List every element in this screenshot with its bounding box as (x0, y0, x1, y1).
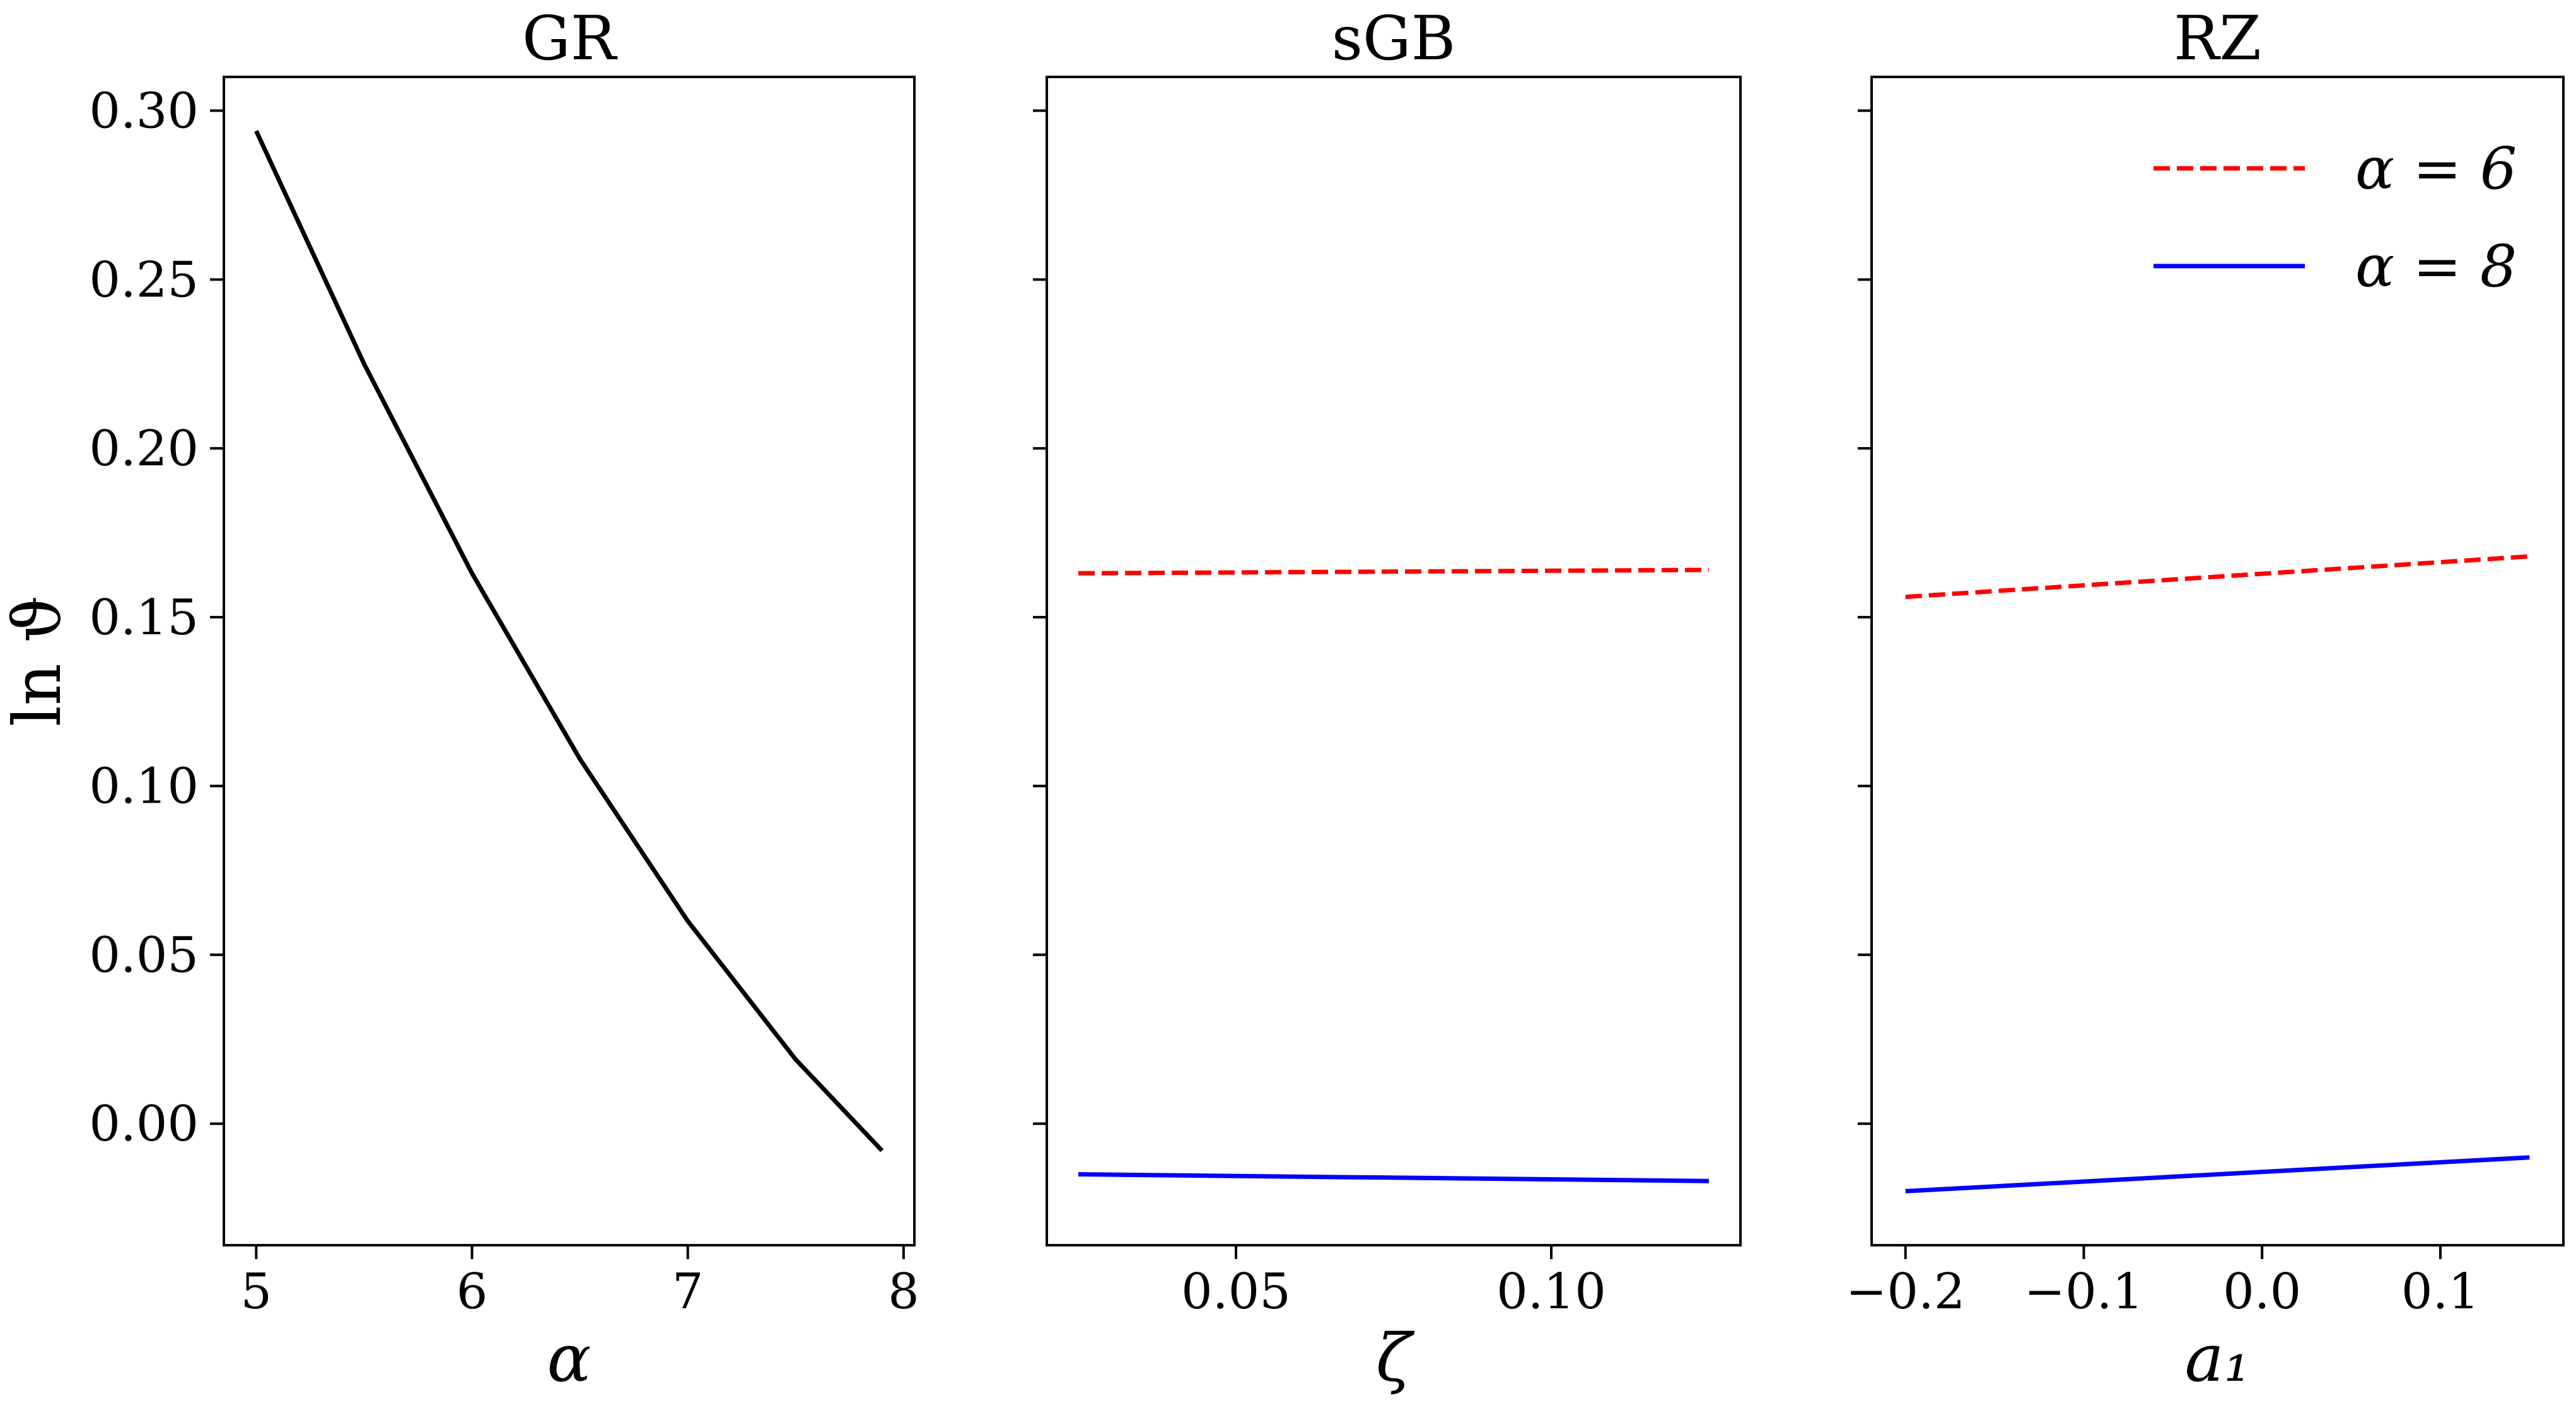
x-tick-label: −0.2 (1846, 1264, 1965, 1320)
y-tick-label: 0.20 (89, 421, 199, 477)
x-tick-label: 6 (457, 1264, 488, 1320)
axes-frame (223, 76, 916, 1246)
panel-gr: GR 5 6 7 8 0.00 0.05 0.10 0.15 0.20 0.25 0.30 α ln ϑ (0, 3, 919, 1397)
chart-panels: GR 5 6 7 8 0.00 0.05 0.10 0.15 0.20 0.25 0.30 α ln ϑ s… (0, 3, 2565, 1397)
y-tick-label: 0.15 (89, 590, 199, 646)
axes-frame (1870, 76, 2565, 1246)
y-tick-label: 0.25 (89, 252, 199, 308)
legend-label: α = 6 (2355, 135, 2517, 202)
x-axis-label: ζ (1376, 1320, 1415, 1397)
series-line-0 (1905, 554, 2530, 600)
x-tick-label: 8 (888, 1264, 919, 1320)
axes-frame (1046, 76, 1742, 1246)
y-tick-label: 0.10 (89, 758, 199, 815)
series-line-1 (1078, 1172, 1710, 1183)
panel-sgb: sGB 0.05 0.10 ζ (1033, 3, 1742, 1397)
x-tick-label: 5 (241, 1264, 272, 1320)
x-tick-label: −0.1 (2024, 1264, 2143, 1320)
legend-label: α = 8 (2355, 233, 2517, 300)
x-tick-label: 0.1 (2401, 1264, 2480, 1320)
x-tick-label: 0.10 (1496, 1264, 1606, 1320)
legend: α = 6 α = 8 (2153, 135, 2517, 300)
x-tick-label: 7 (672, 1264, 704, 1320)
panel-title: RZ (2174, 3, 2261, 74)
x-tick-label: 0.05 (1181, 1264, 1291, 1320)
panel-title: GR (522, 3, 618, 74)
x-tick-label: 0.0 (2223, 1264, 2301, 1320)
series-line-1 (1905, 1155, 2530, 1194)
x-axis-label: α (547, 1320, 591, 1397)
x-axis-label: a₁ (2185, 1320, 2251, 1397)
panel-title: sGB (1332, 3, 1456, 74)
series-line-0 (1078, 567, 1710, 576)
y-tick-label: 0.30 (89, 83, 199, 140)
y-tick-label: 0.00 (89, 1096, 199, 1153)
y-tick-label: 0.05 (89, 927, 199, 984)
series-line-0 (254, 130, 884, 1153)
panel-rz: RZ −0.2 −0.1 0.0 0.1 a₁ α = 6 α = 8 (1846, 3, 2565, 1397)
y-axis-label: ln ϑ (0, 596, 76, 727)
